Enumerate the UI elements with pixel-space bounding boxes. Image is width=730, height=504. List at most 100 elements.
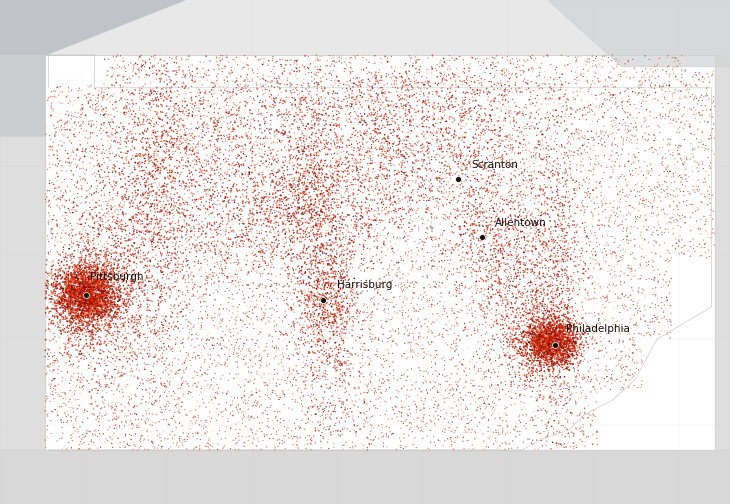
Point [472,157,484,165]
Point [553,348,565,356]
Point [243,168,255,176]
Point [255,194,266,202]
Point [392,258,404,266]
Point [309,178,320,186]
Point [46,273,58,281]
Point [98,211,110,219]
Point [594,179,606,187]
Point [561,423,572,431]
Point [481,303,493,311]
Point [587,137,599,145]
Point [524,229,536,237]
Point [448,426,460,434]
Point [184,308,196,317]
Point [517,123,529,132]
Point [651,61,663,70]
Point [499,284,511,292]
Point [396,85,407,93]
Point [140,262,152,270]
Point [409,80,420,88]
Point [680,219,691,227]
Point [201,176,212,184]
Point [251,242,263,250]
Point [213,311,225,319]
Point [123,318,134,326]
Point [93,297,105,305]
Point [233,351,245,359]
Point [209,296,220,304]
Point [310,258,321,266]
Point [74,294,85,302]
Point [124,79,136,87]
Point [457,159,469,167]
Point [211,242,223,250]
Point [529,341,540,349]
Point [310,149,322,157]
Point [113,296,125,304]
Point [355,156,366,164]
Point [450,318,462,326]
Point [333,113,345,121]
Point [554,360,566,368]
Point [102,224,114,232]
Point [546,194,558,202]
Point [112,327,123,335]
Point [286,100,298,108]
Point [303,242,315,250]
Point [554,222,566,230]
Point [607,139,618,147]
Point [299,63,310,71]
Point [231,84,242,92]
Point [538,323,550,331]
Point [379,165,391,173]
Point [531,309,543,317]
Point [326,226,337,234]
Point [663,281,675,289]
Point [82,275,94,283]
Point [200,230,212,238]
Point [478,370,490,379]
Point [213,265,225,273]
Point [312,174,323,182]
Point [47,143,58,151]
Point [540,326,552,334]
Point [537,375,549,384]
Point [573,275,585,283]
Point [43,186,55,195]
Point [456,147,467,155]
Point [529,290,541,298]
Point [538,340,550,348]
Point [93,426,104,434]
Point [61,265,72,273]
Point [244,78,256,86]
Point [243,378,255,386]
Point [584,325,596,333]
Point [110,337,122,345]
Point [58,261,70,269]
Point [256,226,268,234]
Point [572,307,583,316]
Point [556,335,567,343]
Point [128,268,140,276]
Point [217,444,228,452]
Point [697,78,709,86]
Point [97,266,109,274]
Point [72,261,84,269]
Point [84,312,96,320]
Point [161,323,173,331]
Point [407,104,418,112]
Point [69,118,81,126]
Point [201,335,213,343]
Point [342,136,354,144]
Point [53,266,65,274]
Point [469,200,481,208]
Point [57,429,69,437]
Point [182,286,193,294]
Point [477,245,489,253]
Point [82,280,93,288]
Point [180,246,191,254]
Point [39,308,51,317]
Point [366,307,378,316]
Point [302,182,314,191]
Point [196,352,207,360]
